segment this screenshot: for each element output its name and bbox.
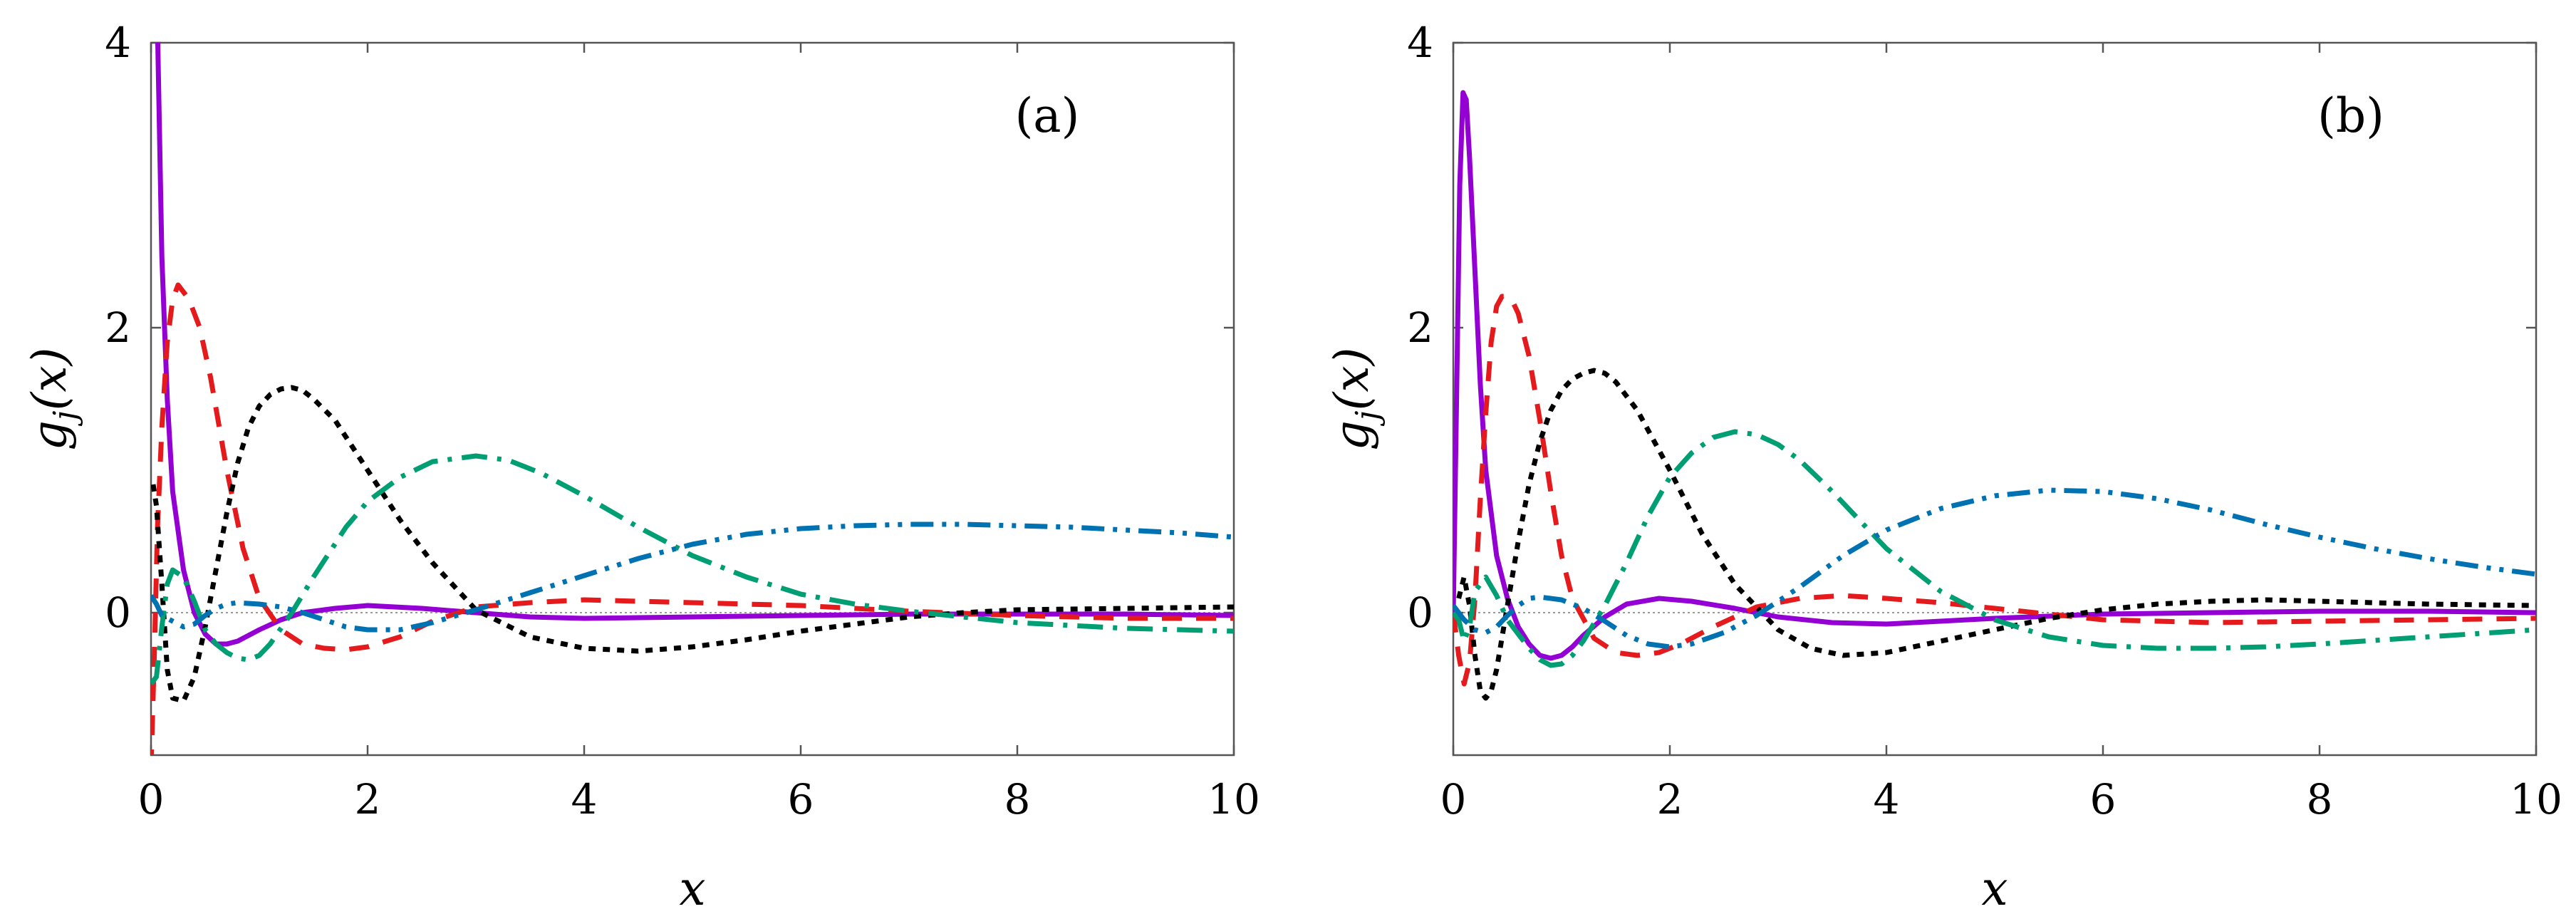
chart-panel-b: 0 2 4 6 8 10 0 2 4 (b) x gj(x) — [1324, 19, 2562, 914]
tick-layer: 0 2 4 6 8 10 0 2 4 — [105, 19, 1260, 824]
chart-panel-a: 0 2 4 6 8 10 0 2 4 (a) x gj(x) — [22, 19, 1260, 914]
x-tick-label: 8 — [2307, 775, 2333, 824]
y-axis-title-argument: (x) — [1324, 348, 1379, 411]
x-tick-label: 8 — [1004, 775, 1031, 824]
y-axis-title: gj(x) — [22, 348, 83, 451]
series-layer — [151, 43, 1234, 755]
series-line-dashed-red — [151, 282, 1234, 755]
plot-frame — [150, 41, 1235, 757]
panel-label: (a) — [1015, 88, 1080, 143]
series-line-dotted-black — [151, 385, 1234, 704]
x-tick-label: 0 — [138, 775, 165, 824]
x-tick-label: 6 — [2090, 775, 2117, 824]
x-tick-label: 6 — [788, 775, 814, 824]
y-tick-label: 2 — [105, 303, 131, 352]
y-tick-label: 4 — [105, 19, 131, 67]
x-tick-label: 0 — [1440, 775, 1467, 824]
x-tick-label: 10 — [1208, 775, 1260, 824]
series-line-solid-purple — [1453, 90, 2536, 661]
panel-label: (b) — [2317, 88, 2384, 143]
x-tick-label: 10 — [2510, 775, 2562, 824]
tick-layer: 0 2 4 6 8 10 0 2 4 — [1407, 19, 2562, 824]
x-tick-label: 2 — [355, 775, 381, 824]
y-axis-title: gj(x) — [1324, 348, 1386, 451]
series-line-dash-dot-dot-blue — [151, 521, 1234, 633]
x-tick-label: 4 — [571, 775, 598, 824]
x-axis-title: x — [679, 861, 705, 914]
x-tick-label: 4 — [1874, 775, 1900, 824]
y-tick-label: 0 — [1407, 588, 1433, 637]
series-line-dashed-red — [1453, 294, 2536, 687]
y-axis-title-g: g — [1324, 420, 1379, 450]
y-axis-title-argument: (x) — [22, 348, 77, 411]
series-line-dash-dot-green — [151, 453, 1234, 686]
x-axis-title: x — [1981, 861, 2008, 914]
x-tick-label: 2 — [1657, 775, 1683, 824]
y-axis-title-g: g — [22, 420, 77, 450]
series-line-dash-dot-dot-blue — [1453, 487, 2536, 650]
series-layer — [1453, 90, 2536, 701]
series-line-dash-dot-green — [1453, 429, 2536, 668]
series-line-dotted-black — [1456, 368, 2536, 701]
y-tick-label: 4 — [1407, 19, 1433, 67]
y-tick-label: 2 — [1407, 303, 1433, 352]
plot-frame — [1452, 41, 2538, 757]
y-tick-label: 0 — [105, 588, 131, 637]
